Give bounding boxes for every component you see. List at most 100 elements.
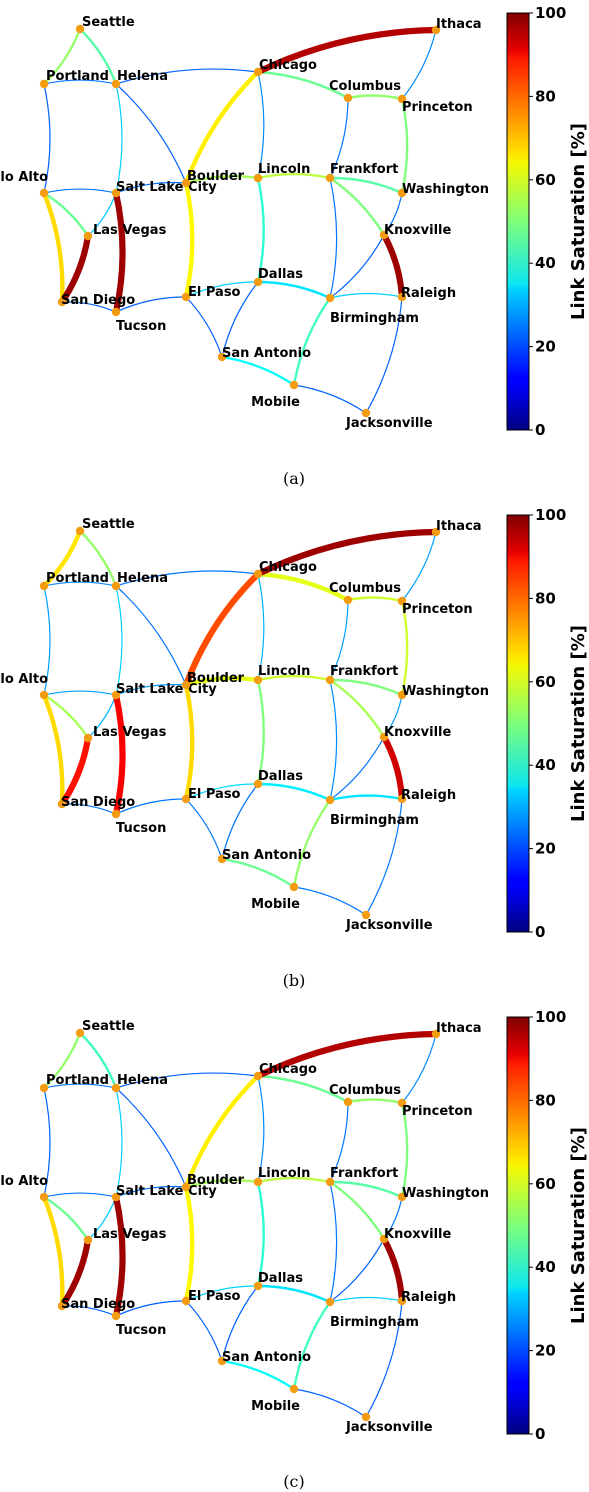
link-paloalto-saltlakecity	[43, 690, 117, 696]
node-birmingham	[325, 293, 335, 303]
nodes-layer: Seattle Portland Helena Palo Alto Salt Lake …	[0, 1019, 489, 1435]
link-lincoln-frankfort	[257, 1176, 331, 1184]
node-label-tucson: Tucson	[116, 1323, 166, 1338]
links-layer	[41, 1030, 437, 1418]
node-label-portland: Portland	[46, 1073, 109, 1088]
colorbar-tick-label: 100	[535, 4, 566, 22]
node-jacksonville	[361, 910, 371, 920]
link-lincoln-dallas	[256, 679, 265, 785]
colorbar-label: Link Saturation [%]	[568, 625, 589, 822]
colorbar-tick-label: 60	[535, 1175, 556, 1193]
node-elpaso	[181, 1296, 191, 1306]
link-knoxville-raleigh	[381, 1237, 406, 1302]
node-seattle	[75, 526, 85, 536]
node-ithaca	[431, 25, 441, 35]
colorbar-tick-label: 60	[535, 673, 556, 691]
link-elpaso-sanantonio	[185, 296, 223, 358]
link-chicago-ithaca	[256, 528, 437, 577]
link-birmingham-raleigh	[329, 1296, 403, 1303]
node-label-seattle: Seattle	[82, 1019, 135, 1034]
node-label-washington: Washington	[402, 182, 489, 197]
node-jacksonville	[361, 408, 371, 418]
node-label-jacksonville: Jacksonville	[345, 918, 433, 933]
node-label-princeton: Princeton	[402, 1104, 473, 1119]
node-paloalto	[39, 1192, 49, 1202]
node-label-jacksonville: Jacksonville	[345, 416, 433, 431]
node-boulder	[181, 1182, 191, 1192]
node-label-saltlakecity: Salt Lake City	[116, 1184, 217, 1199]
link-elpaso-dallas	[185, 783, 259, 800]
link-sandiego-tucson	[61, 803, 117, 815]
link-portland-paloalto	[43, 83, 51, 194]
link-lasvegas-sandiego	[59, 235, 92, 304]
node-raleigh	[397, 1296, 407, 1306]
node-lasvegas	[83, 733, 93, 743]
link-mobile-jacksonville	[293, 384, 367, 414]
node-label-boulder: Boulder	[187, 1173, 245, 1188]
link-columbus-princeton	[347, 94, 403, 101]
link-chicago-columbus	[257, 1074, 349, 1104]
node-chicago	[253, 67, 263, 77]
node-jacksonville	[361, 1412, 371, 1422]
node-label-lincoln: Lincoln	[258, 162, 310, 177]
link-columbus-frankfort	[329, 599, 349, 681]
panel-c: Seattle Portland Helena Palo Alto Salt Lake …	[0, 1008, 589, 1491]
link-elpaso-dallas	[185, 281, 259, 298]
node-label-saltlakecity: Salt Lake City	[116, 682, 217, 697]
node-label-mobile: Mobile	[251, 395, 300, 410]
link-boulder-elpaso	[183, 684, 195, 800]
link-birmingham-raleigh	[329, 292, 403, 299]
link-frankfort-birmingham	[329, 177, 338, 299]
link-birmingham-raleigh	[329, 794, 403, 802]
node-label-helena: Helena	[117, 69, 168, 84]
colorbar-tick-label: 20	[535, 1342, 556, 1360]
colorbar-tick-label: 80	[535, 87, 556, 105]
colorbar-tick-label: 0	[535, 1425, 545, 1443]
node-frankfort	[325, 675, 335, 685]
link-boulder-elpaso	[183, 182, 195, 298]
links-layer	[41, 528, 437, 916]
colorbar: 0 20 40 60 80 100 Link Saturation [%]	[506, 506, 589, 941]
node-dallas	[253, 1281, 263, 1291]
colorbar-tick-label: 100	[535, 506, 566, 524]
node-sanantonio	[217, 854, 227, 864]
node-lasvegas	[83, 231, 93, 241]
link-mobile-birmingham	[292, 799, 331, 888]
node-label-saltlakecity: Salt Lake City	[116, 180, 217, 195]
link-frankfort-washington	[329, 678, 403, 697]
link-mobile-birmingham	[292, 297, 331, 386]
link-sandiego-tucson	[61, 301, 117, 313]
node-label-paloalto: Palo Alto	[0, 672, 48, 687]
node-label-helena: Helena	[117, 571, 168, 586]
link-lasvegas-sandiego	[59, 737, 92, 806]
node-helena	[111, 1083, 121, 1093]
link-dallas-birmingham	[257, 280, 331, 300]
node-knoxville	[379, 1234, 389, 1244]
link-portland-paloalto	[43, 1087, 51, 1198]
link-seattle-helena	[79, 28, 118, 85]
node-washington	[397, 690, 407, 700]
node-sandiego	[57, 799, 67, 809]
node-label-sanantonio: San Antonio	[222, 1350, 311, 1365]
link-helena-saltlakecity	[115, 585, 123, 696]
node-label-sandiego: San Diego	[61, 795, 135, 810]
node-birmingham	[325, 795, 335, 805]
node-label-boulder: Boulder	[187, 671, 245, 686]
node-ithaca	[431, 1029, 441, 1039]
node-label-mobile: Mobile	[251, 897, 300, 912]
node-helena	[111, 581, 121, 591]
node-columbus	[343, 1097, 353, 1107]
colorbar-tick-label: 40	[535, 1258, 556, 1276]
node-label-ithaca: Ithaca	[436, 519, 482, 534]
node-label-chicago: Chicago	[259, 1062, 317, 1077]
node-portland	[39, 581, 49, 591]
node-label-paloalto: Palo Alto	[0, 170, 48, 185]
link-knoxville-raleigh	[381, 735, 406, 800]
link-lincoln-frankfort	[257, 172, 331, 180]
node-columbus	[343, 595, 353, 605]
link-lincoln-dallas	[256, 177, 265, 283]
node-saltlakecity	[111, 188, 121, 198]
link-columbus-frankfort	[329, 1101, 349, 1183]
link-seattle-helena	[79, 1032, 118, 1089]
